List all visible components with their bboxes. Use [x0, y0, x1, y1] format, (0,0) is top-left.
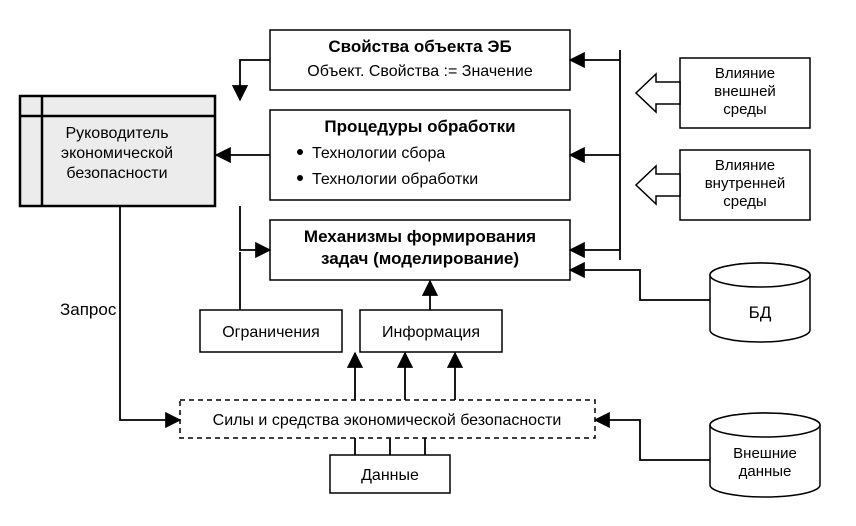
constraints-label: Ограничения: [222, 324, 320, 341]
node-procedures: Процедуры обработки Технологии сбора Тех…: [270, 110, 570, 200]
props-title: Свойства объекта ЭБ: [328, 37, 511, 56]
proc-title: Процедуры обработки: [324, 117, 515, 136]
mech-l2: задач (моделирование): [321, 249, 519, 268]
node-mechanisms: Механизмы формирования задач (моделирова…: [270, 220, 570, 280]
extdata-l2: данные: [739, 463, 792, 480]
info-label: Информация: [382, 324, 480, 341]
props-line2: Объект. Свойства := Значение: [307, 63, 533, 80]
extdata-l1: Внешние: [733, 445, 797, 462]
node-ext-data: Внешние данные: [710, 413, 820, 497]
node-forces: Силы и средства экономической безопаснос…: [180, 400, 595, 438]
proc-b1: Технологии сбора: [312, 145, 445, 162]
forces-label: Силы и средства экономической безопаснос…: [213, 412, 562, 429]
envext-l2: внешней: [714, 83, 776, 100]
node-data: Данные: [330, 455, 450, 493]
envint-l3: среды: [723, 193, 766, 210]
node-leader: Руководитель экономической безопасности: [20, 96, 215, 206]
node-env-internal: Влияние внутренней среды: [680, 150, 810, 220]
mech-l1: Механизмы формирования: [304, 227, 536, 246]
block-arrows: [636, 74, 680, 204]
leader-line3: безопасности: [66, 165, 167, 182]
node-information: Информация: [360, 310, 502, 352]
envint-l2: внутренней: [705, 175, 786, 192]
envext-l3: среды: [723, 101, 766, 118]
label-request: Запрос: [60, 300, 117, 319]
node-properties: Свойства объекта ЭБ Объект. Свойства := …: [270, 30, 570, 90]
envext-l1: Влияние: [715, 65, 775, 82]
leader-line1: Руководитель: [65, 125, 168, 142]
envint-l1: Влияние: [715, 157, 775, 174]
proc-b2: Технологии обработки: [312, 171, 478, 188]
leader-line2: экономической: [61, 145, 173, 162]
node-constraints: Ограничения: [200, 310, 342, 352]
data-label: Данные: [361, 467, 419, 484]
db-label: БД: [749, 303, 772, 322]
node-env-external: Влияние внешней среды: [680, 58, 810, 128]
node-db: БД: [710, 263, 810, 342]
